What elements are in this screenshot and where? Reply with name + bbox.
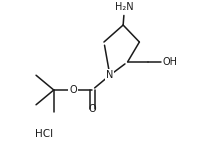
Text: OH: OH <box>162 57 177 67</box>
Text: HCl: HCl <box>35 129 53 139</box>
Text: H₂N: H₂N <box>115 2 133 12</box>
Text: O: O <box>69 85 77 95</box>
Text: N: N <box>106 70 114 80</box>
Text: O: O <box>88 104 96 114</box>
